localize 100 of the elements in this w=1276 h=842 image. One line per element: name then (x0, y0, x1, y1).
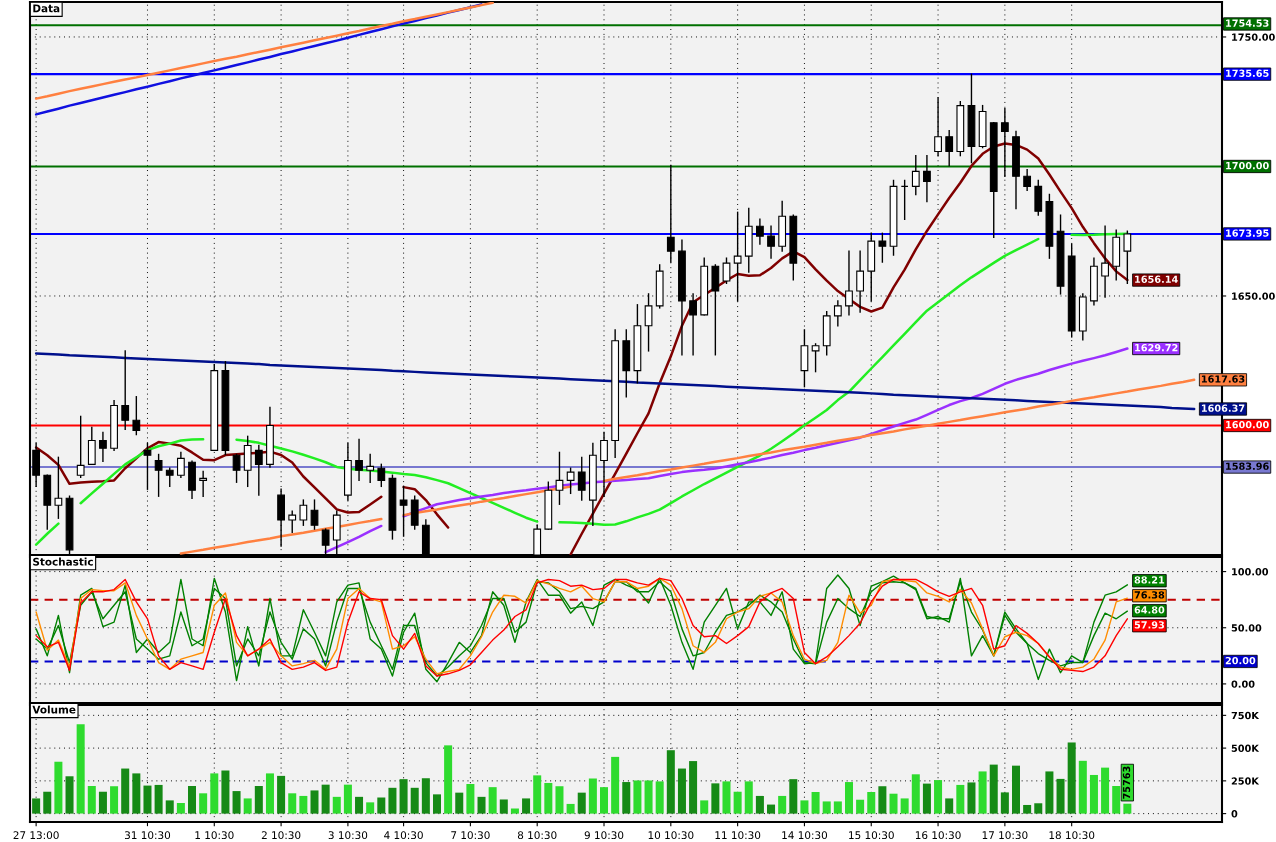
x-tick-label: 7 10:30 (451, 831, 490, 840)
candlestick (566, 467, 575, 495)
candlestick (911, 154, 920, 196)
bar (243, 798, 252, 814)
candlestick (945, 130, 954, 167)
bar (477, 796, 486, 814)
candlestick (76, 415, 85, 478)
x-tick-label: 8 10:30 (517, 831, 557, 840)
bar (1056, 778, 1065, 814)
candlestick (299, 499, 308, 526)
y-tick-label: 0.00 (1231, 680, 1255, 688)
bar (789, 779, 798, 814)
candlestick (199, 470, 208, 497)
candlestick (355, 438, 363, 482)
bar (878, 786, 887, 814)
bar (43, 791, 52, 814)
bar (254, 785, 263, 814)
candlestick (845, 250, 853, 316)
bar (510, 808, 519, 814)
bar (522, 798, 531, 814)
bar (856, 799, 865, 814)
bar (611, 756, 620, 814)
bar (1000, 792, 1009, 814)
bar (956, 784, 965, 814)
candlestick (165, 467, 174, 488)
y-tick-label: 500K (1231, 744, 1260, 752)
candlestick (232, 453, 241, 483)
candlestick (132, 396, 141, 436)
bar (833, 801, 842, 814)
bar (65, 776, 74, 814)
bar (1089, 774, 1098, 814)
bar (154, 784, 163, 814)
data-label: 1656.14 (1135, 275, 1178, 283)
candlestick (99, 431, 107, 462)
bar (366, 802, 375, 814)
bar (221, 770, 230, 814)
bar (110, 786, 119, 814)
bar (633, 780, 642, 814)
bar (188, 785, 197, 814)
bar (1067, 742, 1076, 814)
candlestick (87, 426, 96, 466)
candlestick (176, 451, 185, 478)
bar (967, 782, 976, 814)
bar (466, 784, 475, 814)
bar (644, 780, 653, 814)
bar (277, 775, 286, 814)
bar (488, 787, 497, 814)
chart-title: Stochastic (33, 557, 93, 566)
bar (499, 799, 508, 814)
data-label: 88.21 (1134, 576, 1165, 584)
bar (444, 745, 453, 814)
bar (800, 800, 809, 814)
bar (121, 768, 130, 814)
candlestick (833, 300, 842, 327)
bar (54, 761, 63, 814)
x-tick-label: 31 10:30 (124, 831, 171, 840)
data-label: 75763 (1122, 766, 1131, 799)
bar (566, 803, 575, 814)
candlestick (288, 510, 297, 533)
ref-line-label: 1754.53 (1226, 19, 1269, 27)
y-tick-label: 750K (1231, 711, 1260, 720)
bar (421, 778, 430, 814)
x-tick-label: 14 10:30 (782, 831, 828, 840)
bar (321, 784, 330, 814)
y-tick-label: 0 (1231, 810, 1238, 818)
candlestick (923, 154, 931, 203)
bar (432, 794, 441, 814)
bar (945, 798, 954, 814)
bar (978, 771, 987, 814)
bar (544, 782, 553, 814)
x-tick-label: 17 10:30 (982, 831, 1028, 840)
candlestick (856, 250, 865, 313)
bar (700, 800, 709, 814)
bar (588, 778, 597, 814)
candlestick (767, 225, 775, 259)
ref-line-label: 20.00 (1225, 656, 1256, 665)
bar (288, 793, 297, 814)
bar (310, 790, 319, 814)
bar (689, 761, 698, 814)
bar (265, 773, 274, 814)
bar (822, 801, 831, 814)
bar (76, 724, 85, 814)
bar (1034, 803, 1043, 814)
x-tick-label: 9 10:30 (584, 831, 624, 840)
candlestick (377, 463, 386, 488)
bar (577, 792, 586, 814)
bar (655, 781, 664, 814)
bar (755, 795, 764, 814)
bar (455, 792, 464, 814)
candlestick (1023, 168, 1032, 191)
y-tick-label: 1650.00 (1232, 292, 1275, 300)
candlestick (722, 257, 731, 284)
bar (143, 785, 152, 814)
bar (299, 795, 308, 814)
x-tick-label: 2 10:30 (261, 831, 301, 840)
bar (889, 793, 898, 814)
x-tick-label: 11 10:30 (715, 831, 761, 840)
bar (867, 792, 876, 814)
bar (1045, 771, 1054, 814)
y-tick-label: 50.00 (1231, 624, 1262, 632)
